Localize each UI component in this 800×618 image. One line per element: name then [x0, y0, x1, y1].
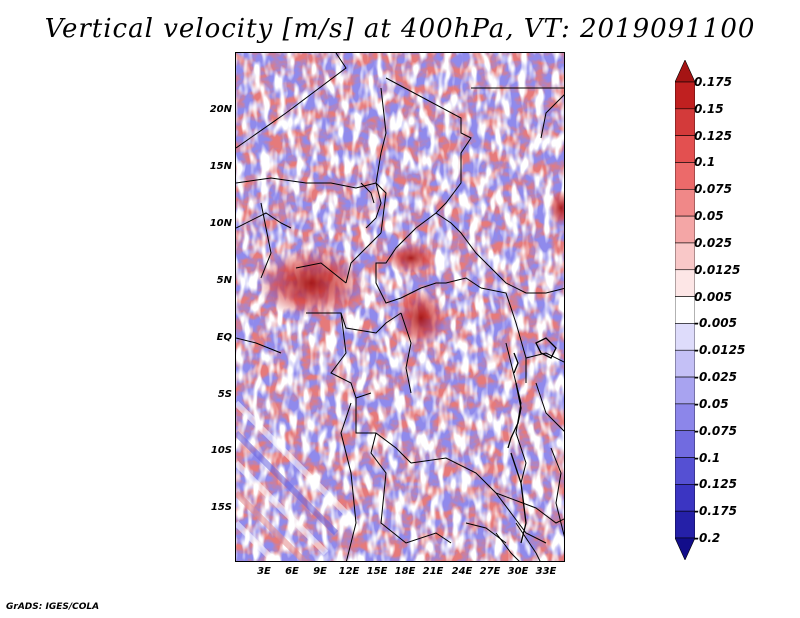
lat-label-5s: 5S: [217, 389, 232, 400]
colorbar-label: -0.2: [694, 531, 721, 545]
colorbar-segment: [675, 457, 695, 485]
updraft-east: [549, 190, 564, 226]
colorbar-segment: [675, 188, 695, 217]
colorbar-segment: [675, 296, 695, 324]
colorbar-segment: [675, 135, 695, 163]
colorbar-label: 0.05: [694, 209, 724, 224]
colorbar-label: -0.125: [694, 477, 737, 492]
colorbar-label: -0.005: [694, 316, 737, 331]
lat-label-eq: EQ: [216, 332, 232, 343]
colorbar-label: 0.005: [694, 289, 732, 304]
colorbar-label: -0.0125: [694, 343, 746, 358]
colorbar-segment: [675, 510, 695, 539]
grads-credit: GrADS: IGES/COLA: [6, 602, 100, 612]
colorbar-segment: [675, 242, 695, 271]
updraft-central: [396, 288, 446, 348]
colorbar-label: 0.125: [694, 128, 732, 143]
lon-label-12e: 12E: [338, 566, 360, 577]
colorbar-segment: [675, 108, 695, 136]
colorbar-label: 0.1: [694, 155, 716, 170]
lon-label-24e: 24E: [451, 566, 473, 577]
colorbar-segment: [675, 323, 695, 351]
colorbar-segment: [675, 269, 695, 297]
lat-label-15n: 15N: [209, 161, 232, 172]
lon-label-33e: 33E: [535, 566, 557, 577]
map-field: [236, 53, 564, 561]
lon-label-9e: 9E: [313, 566, 327, 577]
lon-label-15e: 15E: [366, 566, 388, 577]
colorbar-label: 0.025: [694, 235, 732, 250]
colorbar-label: 0.075: [694, 182, 732, 197]
colorbar-label: -0.075: [694, 423, 737, 438]
lat-label-15s: 15S: [210, 502, 232, 513]
colorbar-label: -0.05: [694, 396, 729, 411]
updraft-cameroon: [256, 248, 366, 318]
colorbar-label: -0.1: [694, 450, 721, 465]
colorbar-label: 0.15: [694, 101, 724, 116]
colorbar-label: 0.175: [694, 75, 732, 89]
colorbar-segment: [675, 349, 695, 378]
colorbar: [675, 60, 695, 560]
lon-label-3e: 3E: [257, 566, 271, 577]
lon-label-21e: 21E: [422, 566, 444, 577]
lat-label-10s: 10S: [210, 445, 232, 456]
colorbar-segment: [675, 60, 695, 83]
colorbar-segment: [675, 430, 695, 458]
colorbar-segment: [675, 403, 695, 432]
colorbar-segment: [675, 376, 695, 405]
lon-label-27e: 27E: [479, 566, 501, 577]
colorbar-label: -0.175: [694, 504, 737, 519]
colorbar-segment: [675, 484, 695, 512]
velocity-map: [235, 52, 565, 562]
lake-outlines: [507, 337, 557, 544]
updraft-north: [386, 243, 436, 273]
colorbar-label: 0.0125: [694, 262, 741, 277]
colorbar-segment: [675, 215, 695, 244]
country-borders: [236, 53, 564, 561]
colorbar-segment: [675, 162, 695, 190]
lat-label-20n: 20N: [209, 104, 232, 115]
colorbar-label: -0.025: [694, 370, 737, 385]
lat-label-10n: 10N: [209, 218, 232, 229]
lon-label-30e: 30E: [507, 566, 529, 577]
colorbar-segment: [675, 81, 695, 110]
lon-label-18e: 18E: [394, 566, 416, 577]
wave-bands: [236, 400, 359, 561]
colorbar-segment: [675, 537, 695, 560]
lat-label-5n: 5N: [216, 275, 232, 286]
chart-title: Vertical velocity [m/s] at 400hPa, VT: 2…: [44, 14, 756, 44]
lon-label-6e: 6E: [285, 566, 299, 577]
